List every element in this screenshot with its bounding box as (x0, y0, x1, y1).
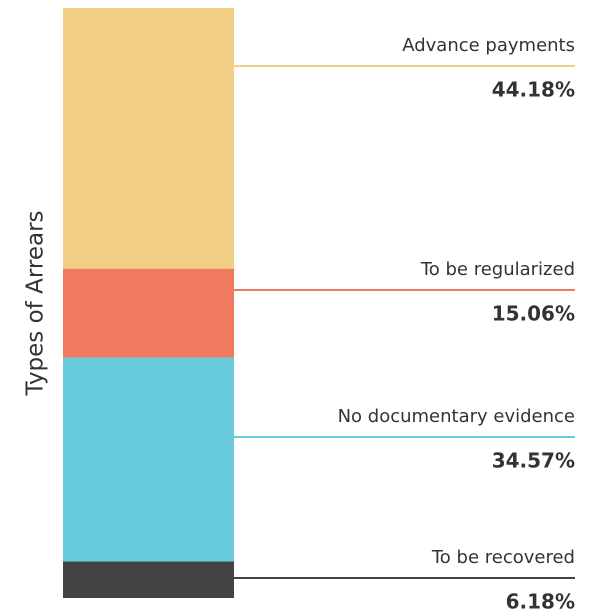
segment-name: No documentary evidence (338, 406, 575, 427)
bar-segment (63, 358, 234, 562)
value-label: 6.18% (506, 590, 575, 613)
value-label: 15.06% (492, 302, 575, 326)
segment-name: Advance payments (402, 35, 575, 56)
segment-name: To be regularized (420, 259, 575, 280)
segment-name: To be recovered (431, 547, 575, 568)
y-axis-label: Types of Arrears (23, 210, 49, 396)
bar-segment (63, 269, 234, 358)
value-label: 44.18% (492, 78, 575, 102)
value-label: 34.57% (492, 449, 575, 473)
bar-segment (63, 562, 234, 598)
chart: Types of Arrears Advance payments 44.18% T… (0, 0, 594, 613)
bar-segment (63, 8, 234, 269)
